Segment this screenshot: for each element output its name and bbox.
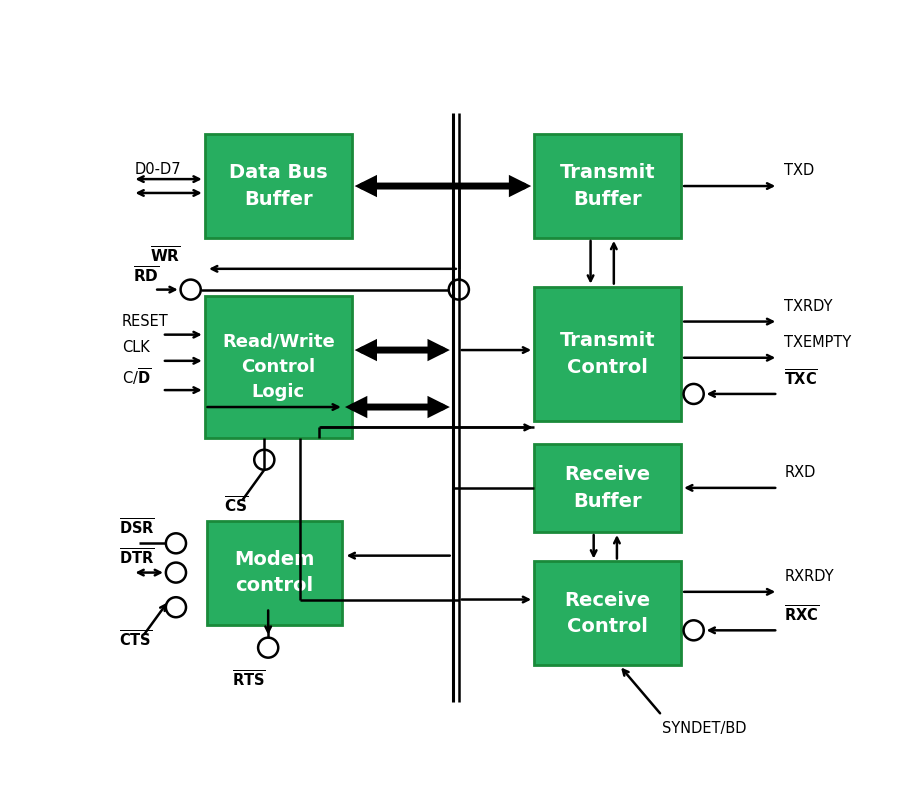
Bar bbox=[534, 134, 681, 238]
Text: CLK: CLK bbox=[122, 340, 150, 355]
Text: Data Bus
Buffer: Data Bus Buffer bbox=[229, 164, 328, 209]
Text: Modem
control: Modem control bbox=[234, 550, 314, 596]
Text: $\overline{\mathbf{WR}}$: $\overline{\mathbf{WR}}$ bbox=[151, 246, 181, 266]
Text: Read/Write
Control
Logic: Read/Write Control Logic bbox=[222, 333, 334, 401]
Text: $\overline{\mathbf{RXC}}$: $\overline{\mathbf{RXC}}$ bbox=[784, 604, 820, 625]
Text: Receive
Control: Receive Control bbox=[565, 591, 650, 636]
Text: $\overline{\mathbf{CTS}}$: $\overline{\mathbf{CTS}}$ bbox=[119, 629, 152, 650]
Text: RXD: RXD bbox=[784, 465, 816, 480]
Text: C/$\overline{\mathbf{D}}$: C/$\overline{\mathbf{D}}$ bbox=[122, 367, 151, 388]
Text: Transmit
Control: Transmit Control bbox=[560, 331, 655, 376]
Text: SYNDET/BD: SYNDET/BD bbox=[662, 721, 747, 736]
Text: D0-D7: D0-D7 bbox=[135, 161, 181, 177]
Text: TXEMPTY: TXEMPTY bbox=[784, 334, 852, 350]
Text: $\overline{\mathbf{RTS}}$: $\overline{\mathbf{RTS}}$ bbox=[232, 670, 266, 690]
Text: TXD: TXD bbox=[784, 163, 815, 178]
Text: RESET: RESET bbox=[122, 314, 168, 329]
Bar bbox=[534, 286, 681, 422]
Text: $\overline{\mathbf{DTR}}$: $\overline{\mathbf{DTR}}$ bbox=[119, 547, 154, 567]
Bar bbox=[204, 296, 352, 438]
Text: TXRDY: TXRDY bbox=[784, 299, 833, 314]
Bar bbox=[534, 443, 681, 532]
Text: Receive
Buffer: Receive Buffer bbox=[565, 465, 650, 511]
Text: $\overline{\mathbf{TXC}}$: $\overline{\mathbf{TXC}}$ bbox=[784, 368, 819, 388]
Text: Transmit
Buffer: Transmit Buffer bbox=[560, 164, 655, 209]
Text: $\overline{\mathbf{DSR}}$: $\overline{\mathbf{DSR}}$ bbox=[119, 517, 155, 538]
Text: $\overline{\mathbf{RD}}$: $\overline{\mathbf{RD}}$ bbox=[132, 266, 159, 286]
Text: $\overline{\mathbf{CS}}$: $\overline{\mathbf{CS}}$ bbox=[224, 496, 249, 516]
Bar bbox=[534, 562, 681, 666]
Text: RXRDY: RXRDY bbox=[784, 569, 834, 584]
Bar bbox=[207, 521, 342, 625]
Bar bbox=[204, 134, 352, 238]
